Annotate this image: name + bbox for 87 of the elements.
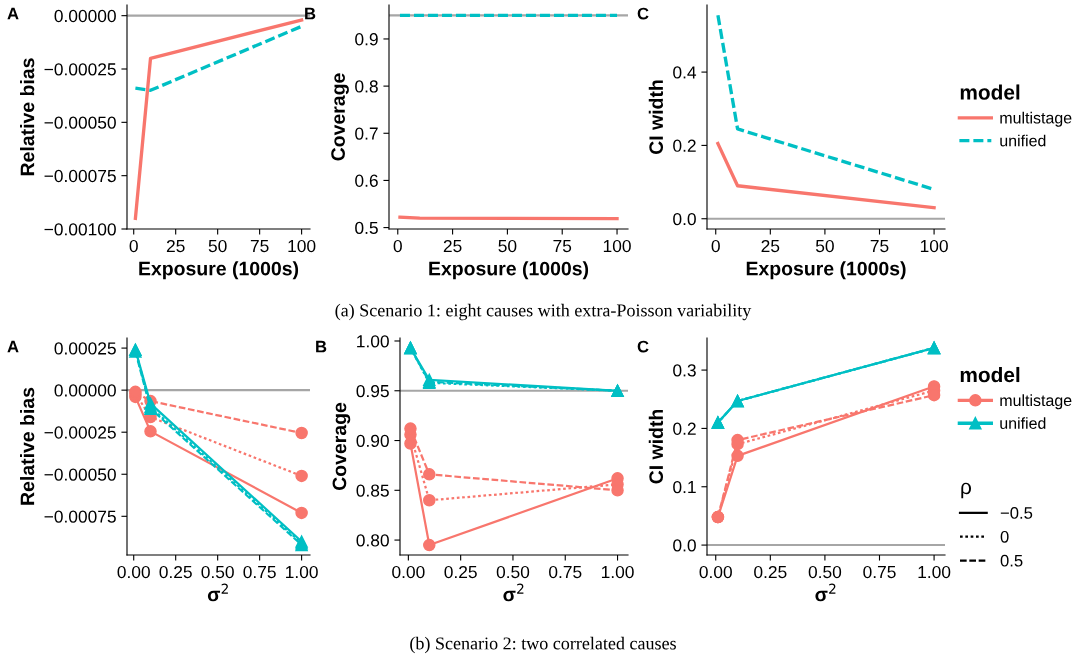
y-tick-label: −0.00025 bbox=[44, 63, 116, 76]
legend-title: model bbox=[960, 84, 1020, 100]
x-tick-label: 0.25 bbox=[754, 565, 787, 579]
x-tick-label: 50 bbox=[208, 239, 227, 253]
text: 0 bbox=[1000, 530, 1009, 543]
x-tick-label: 25 bbox=[443, 239, 462, 253]
x-tick-label: 0 bbox=[129, 239, 138, 253]
x-tick-label: 50 bbox=[815, 239, 834, 253]
y-tick-label: 0.95 bbox=[356, 384, 389, 398]
y-tick-label: 0.1 bbox=[673, 480, 696, 494]
legend-label: multistage bbox=[1000, 394, 1072, 410]
y-axis-title: CI width bbox=[648, 409, 664, 484]
y-tick-label: 0.8 bbox=[355, 80, 378, 93]
chart-title: B bbox=[305, 7, 316, 20]
x-axis-title: σ$^{2}$ bbox=[207, 583, 228, 602]
x-tick-label: 0.75 bbox=[863, 565, 896, 579]
y-tick-label: 0.0 bbox=[673, 212, 696, 226]
y-tick-label: 0.2 bbox=[673, 139, 696, 152]
y-tick-label: 0.00025 bbox=[54, 342, 116, 355]
legend-label: unified bbox=[1000, 134, 1046, 147]
x-tick-label: 75 bbox=[250, 240, 269, 253]
x-axis-title: σ$^{2}$ bbox=[815, 583, 836, 602]
y-axis-title: Coverage bbox=[331, 73, 349, 161]
y-tick-label: 1.00 bbox=[357, 335, 389, 348]
y-tick-label: 0.3 bbox=[673, 364, 696, 377]
x-axis-title: Exposure (1000s) bbox=[139, 261, 299, 280]
y-tick-label: 0.9 bbox=[355, 33, 378, 46]
x-axis-title: Exposure (1000s) bbox=[429, 261, 589, 280]
y-tick-label: 0.00000 bbox=[54, 384, 116, 397]
y-tick-label: 0.4 bbox=[673, 66, 697, 79]
legend-title: model bbox=[960, 366, 1020, 383]
chart-title: C bbox=[637, 340, 649, 353]
x-axis-title: Exposure (1000s) bbox=[746, 261, 906, 280]
y-tick-label: 0.6 bbox=[355, 174, 378, 187]
y-tick-label: −0.00100 bbox=[44, 223, 116, 236]
chart-title: A bbox=[7, 340, 19, 353]
chart-title: A bbox=[7, 7, 19, 20]
chart-title: B bbox=[316, 340, 327, 353]
x-tick-label: 100 bbox=[920, 239, 948, 253]
text: (a) Scenario 1: eight causes with extra-Poisson variability bbox=[335, 303, 752, 321]
y-axis-title: Relative bias bbox=[20, 387, 35, 505]
x-tick-label: 1.00 bbox=[286, 565, 318, 579]
x-tick-label: 1.00 bbox=[918, 565, 951, 579]
legend-label: unified bbox=[1000, 417, 1046, 429]
x-tick-label: 0 bbox=[393, 239, 402, 253]
y-tick-label: −0.00075 bbox=[44, 169, 116, 183]
x-tick-label: 0.75 bbox=[243, 565, 276, 579]
chart-title: C bbox=[637, 7, 649, 20]
y-tick-label: −0.00075 bbox=[44, 510, 116, 523]
x-tick-label: 25 bbox=[761, 239, 780, 253]
y-tick-label: 0.80 bbox=[356, 534, 389, 547]
x-axis-title: σ$^{2}$ bbox=[503, 583, 524, 602]
y-tick-label: 0.00000 bbox=[54, 9, 116, 23]
x-tick-label: 0 bbox=[711, 239, 720, 253]
x-tick-label: 0.50 bbox=[201, 565, 234, 579]
x-tick-label: 0.50 bbox=[496, 565, 530, 579]
x-tick-label: 50 bbox=[498, 239, 517, 253]
x-tick-label: 0.00 bbox=[117, 565, 150, 579]
y-axis-title: Coverage bbox=[332, 402, 351, 491]
x-tick-label: 75 bbox=[553, 240, 572, 253]
text: (b) Scenario 2: two correlated causes bbox=[410, 636, 676, 654]
legend-label: multistage bbox=[1000, 111, 1072, 127]
y-axis-title: CI width bbox=[648, 80, 664, 154]
y-tick-label: 0.0 bbox=[673, 539, 696, 552]
x-tick-label: 0.00 bbox=[699, 565, 732, 579]
text: ρ bbox=[961, 482, 972, 499]
y-tick-label: 0.90 bbox=[356, 434, 389, 447]
x-tick-label: 0.50 bbox=[808, 565, 842, 579]
x-tick-label: 75 bbox=[870, 240, 889, 253]
y-tick-label: 0.2 bbox=[673, 422, 696, 435]
x-tick-label: 0.00 bbox=[392, 565, 425, 579]
x-tick-label: 100 bbox=[288, 239, 316, 253]
x-tick-label: 0.75 bbox=[549, 565, 582, 579]
y-tick-label: 0.5 bbox=[355, 221, 378, 235]
y-tick-label: 0.85 bbox=[356, 484, 389, 497]
text: 0.5 bbox=[1000, 554, 1023, 567]
y-tick-label: −0.00050 bbox=[44, 116, 116, 129]
x-tick-label: 100 bbox=[603, 239, 631, 253]
y-axis-title: Relative bias bbox=[20, 58, 35, 176]
x-tick-label: 0.25 bbox=[444, 565, 477, 579]
y-tick-label: −0.00050 bbox=[44, 468, 116, 481]
x-tick-label: 25 bbox=[166, 239, 185, 253]
y-tick-label: −0.00025 bbox=[44, 426, 116, 439]
x-tick-label: 1.00 bbox=[601, 565, 634, 579]
x-tick-label: 0.25 bbox=[159, 565, 192, 579]
y-tick-label: 0.7 bbox=[355, 127, 378, 140]
text: −0.5 bbox=[1000, 507, 1033, 519]
